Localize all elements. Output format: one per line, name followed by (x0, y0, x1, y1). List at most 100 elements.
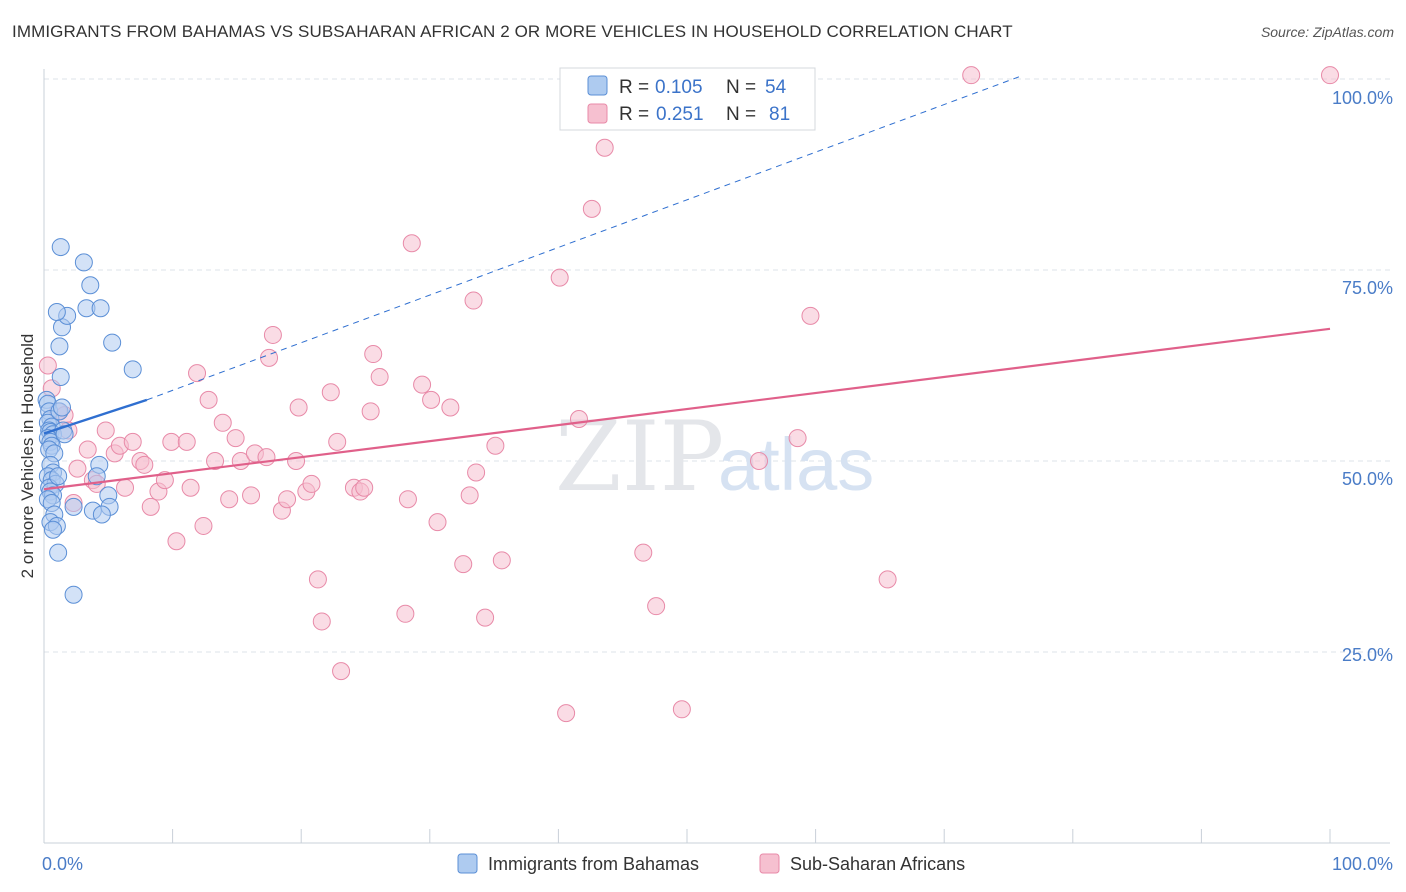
y-axis-label: 2 or more Vehicles in Household (18, 334, 37, 579)
pink-point (464, 291, 483, 310)
pink-point (595, 138, 614, 157)
legend-r-label-blue: R = (619, 77, 649, 98)
pink-point (557, 704, 576, 723)
pink-point (220, 490, 239, 509)
blue-point (49, 467, 68, 486)
blue-point (74, 253, 93, 272)
blue-point (53, 398, 72, 417)
pink-point (486, 436, 505, 455)
pink-point (206, 452, 225, 470)
pink-point (278, 490, 297, 509)
trendlines (43, 75, 1331, 491)
legend-n-value-blue: 54 (765, 77, 787, 98)
pink-point (1321, 66, 1339, 85)
pink-point (467, 463, 486, 482)
pink-point (167, 532, 186, 551)
y-tick-label-50: 50.0% (1342, 469, 1393, 489)
pink-point (199, 390, 218, 409)
pink-point (38, 356, 57, 375)
pink-point (398, 490, 417, 509)
pink-point (226, 429, 245, 448)
bottom-legend-swatch-pink (759, 853, 780, 874)
pink-point (181, 478, 200, 497)
grid (44, 78, 1390, 653)
pink-point (355, 478, 374, 497)
legend-swatch-blue (587, 75, 608, 96)
pink-point (569, 409, 588, 428)
blue-point (44, 520, 63, 539)
pink-point (647, 597, 666, 616)
blue-point (123, 360, 142, 379)
blue-point (50, 337, 69, 356)
blue-trendline-extension (146, 75, 1022, 401)
bottom-legend-swatch-blue (457, 853, 478, 874)
pink-point (878, 570, 897, 589)
y-tick-label-25: 25.0% (1342, 645, 1393, 665)
blue-point (47, 303, 66, 322)
legend-n-label-pink: N = (726, 104, 756, 125)
pink-point (213, 413, 232, 432)
pink-series-points (38, 66, 1339, 723)
pink-point (287, 452, 306, 470)
pink-point (364, 345, 383, 364)
blue-point (64, 497, 83, 516)
pink-point (332, 662, 351, 681)
bottom-legend-label-blue: Immigrants from Bahamas (488, 854, 699, 874)
legend-n-value-pink: 81 (769, 104, 790, 125)
pink-point (116, 478, 135, 497)
pink-point (413, 375, 432, 394)
watermark: ZIP atlas (555, 401, 874, 513)
pink-point (312, 612, 331, 631)
pink-point (263, 325, 282, 344)
pink-point (672, 700, 691, 719)
y-tick-label-100: 100.0% (1332, 88, 1393, 108)
bottom-legend-label-pink: Sub-Saharan Africans (790, 854, 965, 874)
blue-point (87, 467, 106, 486)
bottom-legend: Immigrants from Bahamas Sub-Saharan Afri… (457, 853, 965, 874)
pink-point (308, 570, 327, 589)
pink-point (96, 421, 115, 440)
pink-point (289, 398, 308, 417)
legend-r-label-pink: R = (619, 104, 649, 125)
blue-point (103, 333, 122, 352)
pink-trendline (43, 327, 1331, 491)
blue-point (51, 238, 70, 257)
legend-box: R = 0.105 N = 54 R = 0.251 N = 81 (559, 67, 816, 131)
pink-point (321, 383, 340, 402)
pink-point (135, 455, 154, 474)
x-axis-ticks (43, 829, 1331, 843)
pink-point (194, 516, 213, 535)
legend-r-value-blue: 0.105 (655, 77, 703, 98)
blue-series-points (37, 238, 142, 604)
pink-point (370, 367, 389, 386)
pink-point (550, 268, 569, 287)
blue-point (92, 505, 111, 524)
blue-point (51, 367, 70, 386)
pink-point (454, 555, 473, 574)
pink-point (801, 306, 820, 325)
pink-point (402, 234, 421, 253)
pink-point (123, 432, 142, 451)
pink-point (302, 474, 321, 493)
pink-point (422, 390, 441, 409)
pink-point (460, 486, 479, 505)
y-tick-label-75: 75.0% (1342, 278, 1393, 298)
pink-point (141, 497, 160, 516)
pink-point (177, 432, 196, 451)
y-tick-labels: 25.0% 50.0% 75.0% 100.0% (1332, 88, 1393, 665)
pink-point (476, 608, 495, 627)
legend-swatch-pink (587, 103, 608, 124)
pink-point (242, 486, 261, 505)
pink-point (361, 402, 380, 421)
pink-point (441, 398, 460, 417)
blue-point (64, 585, 83, 604)
legend-n-label-blue: N = (726, 77, 756, 98)
pink-point (188, 364, 207, 383)
legend-r-value-pink: 0.251 (656, 104, 704, 125)
x-tick-label-0: 0.0% (42, 854, 83, 874)
x-tick-label-100: 100.0% (1332, 854, 1393, 874)
pink-point (78, 440, 97, 459)
blue-trendline (43, 398, 148, 435)
blue-point (49, 543, 68, 562)
